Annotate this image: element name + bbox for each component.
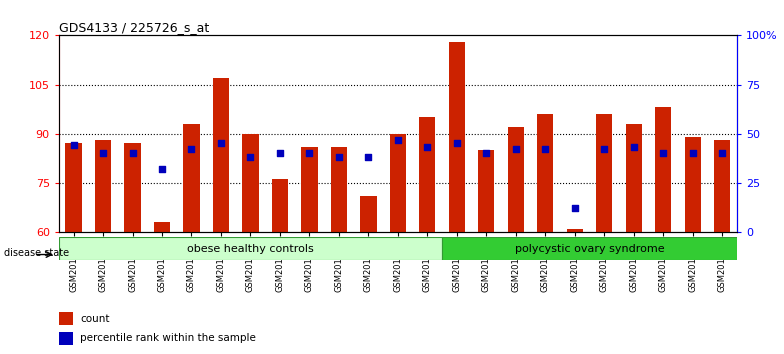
- Point: [126, 150, 139, 156]
- Bar: [65, 143, 82, 232]
- Bar: [684, 137, 701, 232]
- Point: [215, 141, 227, 146]
- Bar: [59, 332, 72, 345]
- Bar: [361, 196, 376, 232]
- Text: disease state: disease state: [4, 248, 69, 258]
- Text: count: count: [80, 314, 110, 324]
- Bar: [655, 108, 671, 232]
- Point: [362, 154, 375, 160]
- Point: [391, 137, 405, 142]
- Point: [510, 147, 522, 152]
- Bar: [154, 222, 170, 232]
- Point: [421, 144, 434, 150]
- Bar: [331, 147, 347, 232]
- Bar: [419, 117, 435, 232]
- Point: [244, 154, 256, 160]
- Point: [598, 147, 611, 152]
- Bar: [596, 114, 612, 232]
- Bar: [183, 124, 200, 232]
- Bar: [537, 114, 554, 232]
- Bar: [714, 140, 731, 232]
- Point: [687, 150, 699, 156]
- Bar: [301, 147, 318, 232]
- Point: [451, 141, 463, 146]
- Bar: [95, 140, 111, 232]
- Point: [480, 150, 492, 156]
- Point: [657, 150, 670, 156]
- Bar: [478, 150, 495, 232]
- Bar: [508, 127, 524, 232]
- Text: percentile rank within the sample: percentile rank within the sample: [80, 333, 256, 343]
- Bar: [242, 134, 259, 232]
- Point: [96, 150, 109, 156]
- Bar: [448, 42, 465, 232]
- Bar: [125, 143, 140, 232]
- Bar: [272, 179, 288, 232]
- Bar: [213, 78, 229, 232]
- Point: [716, 150, 728, 156]
- Point: [568, 205, 581, 211]
- Point: [156, 166, 169, 172]
- Text: obese healthy controls: obese healthy controls: [187, 244, 314, 254]
- Point: [185, 147, 198, 152]
- Bar: [626, 124, 642, 232]
- Text: polycystic ovary syndrome: polycystic ovary syndrome: [515, 244, 664, 254]
- Bar: [59, 313, 72, 325]
- Point: [274, 150, 286, 156]
- Text: GDS4133 / 225726_s_at: GDS4133 / 225726_s_at: [59, 21, 209, 34]
- Bar: [59, 237, 442, 260]
- Bar: [442, 237, 737, 260]
- Bar: [390, 134, 406, 232]
- Point: [332, 154, 345, 160]
- Point: [67, 143, 80, 148]
- Point: [539, 147, 552, 152]
- Point: [303, 150, 316, 156]
- Bar: [567, 229, 583, 232]
- Point: [627, 144, 640, 150]
